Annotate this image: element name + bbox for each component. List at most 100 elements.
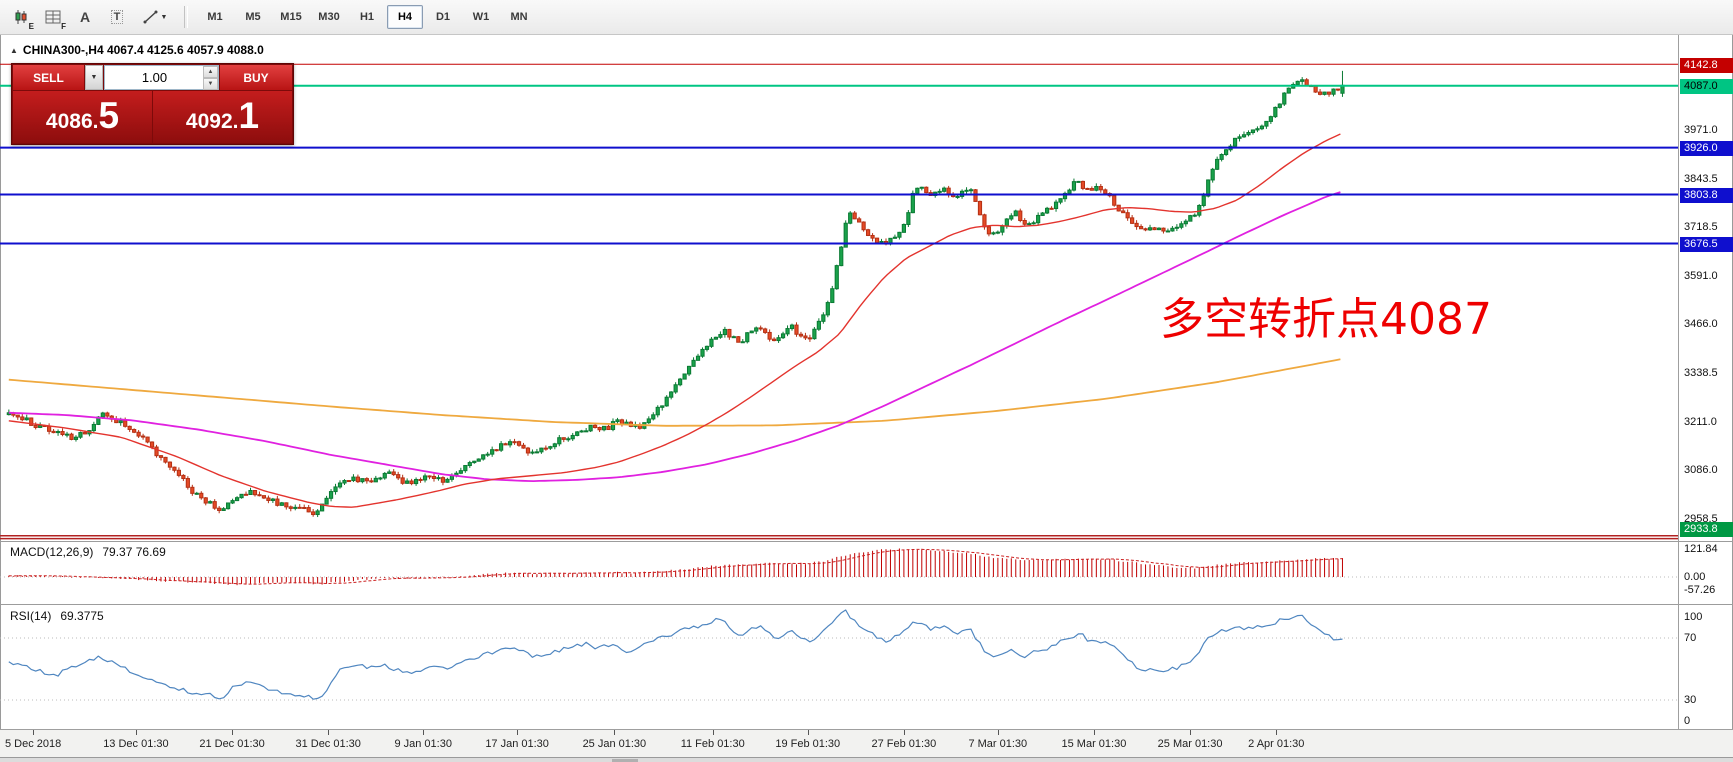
- volume-increase-button[interactable]: ▲: [203, 66, 218, 78]
- macd-name: MACD(12,26,9): [10, 545, 94, 559]
- time-axis-tick: [1276, 730, 1278, 735]
- dropdown-caret-icon: ▼: [160, 13, 168, 21]
- macd-axis-label: 0.00: [1684, 570, 1706, 583]
- time-axis-tick: [614, 730, 616, 735]
- date-axis-label: 25 Mar 01:30: [1157, 738, 1223, 750]
- date-axis-label: 15 Mar 01:30: [1061, 738, 1127, 750]
- price-axis-label: 3971.0: [1684, 123, 1718, 136]
- chart-ohlc-header: ▲ CHINA300-,H4 4067.4 4125.6 4057.9 4088…: [10, 43, 264, 57]
- sell-price-button[interactable]: 4086.5: [13, 91, 152, 143]
- date-axis-label: 13 Dec 01:30: [103, 738, 169, 750]
- date-axis-label: 9 Jan 01:30: [394, 738, 452, 750]
- price-axis-label: 2958.5: [1684, 512, 1718, 525]
- time-axis-tick: [33, 730, 35, 735]
- icon-sub-label-e: E: [28, 22, 34, 31]
- trade-panel-price-row: 4086.5 4092.1: [13, 91, 292, 143]
- price-line-badge-4087.0: 4087.0: [1680, 79, 1733, 95]
- chart-annotation-text: 多空转折点4087: [1160, 294, 1492, 345]
- volume-input[interactable]: [105, 66, 218, 89]
- price-axis[interactable]: 3971.0 3843.5 3718.5 3591.0 3466.0 3338.5 3211…: [1678, 35, 1733, 729]
- date-axis-label: 17 Jan 01:30: [485, 738, 549, 750]
- timeframe-button-m5[interactable]: M5: [245, 11, 261, 23]
- toolbar: E F A T ▼ M1 M5 M15 M30 H1 H4 D1 W1 MN: [0, 0, 1733, 35]
- trade-panel-top-row: SELL ▼ ▲ ▼ BUY: [13, 65, 292, 90]
- price-axis-label: 3466.0: [1684, 317, 1718, 330]
- timeframe-button-h1[interactable]: H1: [359, 11, 375, 23]
- timeframe-button-h4[interactable]: H4: [387, 5, 423, 29]
- buy-price-button[interactable]: 4092.1: [153, 91, 292, 143]
- timeframe-button-mn[interactable]: MN: [510, 11, 528, 23]
- macd-axis-label: 121.84: [1684, 542, 1718, 555]
- price-axis-label: 3211.0: [1684, 415, 1717, 428]
- horizontal-lines-layer: [0, 63, 1678, 540]
- time-axis[interactable]: 5 Dec 2018 13 Dec 01:30 21 Dec 01:30 31 Dec…: [0, 729, 1733, 757]
- bid-price-main: 4086.: [45, 110, 99, 133]
- buy-button[interactable]: BUY: [220, 65, 292, 90]
- timeframe-button-m15[interactable]: M15: [280, 11, 302, 23]
- time-axis-tick: [712, 730, 714, 735]
- timeframe-button-d1[interactable]: D1: [435, 11, 451, 23]
- rsi-indicator-label: RSI(14) 69.3775: [10, 609, 104, 623]
- draw-tool-icon: [143, 10, 158, 24]
- time-axis-tick: [1093, 730, 1095, 735]
- ask-price-main: 4092.: [185, 110, 239, 133]
- time-axis-tick: [903, 730, 905, 735]
- time-axis-tick: [135, 730, 137, 735]
- date-axis-label: 2 Apr 01:30: [1248, 738, 1305, 750]
- price-line-badge-3803.8: 3803.8: [1680, 188, 1733, 204]
- collapse-panel-icon[interactable]: ▲: [10, 45, 18, 55]
- volume-spinner: ▲ ▼: [203, 66, 218, 90]
- timeframe-button-m1[interactable]: M1: [207, 11, 223, 23]
- time-axis-tick: [807, 730, 809, 735]
- macd-axis-label: -57.26: [1684, 583, 1716, 596]
- ask-price-big-digit: 1: [238, 95, 260, 136]
- rsi-axis-label: 0: [1684, 714, 1691, 727]
- grid-icon: [45, 10, 61, 24]
- rsi-axis-label: 30: [1684, 693, 1697, 706]
- price-line-badge-3676.5: 3676.5: [1680, 236, 1733, 252]
- indicator-list-button[interactable]: F: [38, 3, 68, 31]
- candlestick-chart-button[interactable]: E: [6, 3, 36, 31]
- macd-layer: [0, 548, 1678, 586]
- text-box-button[interactable]: T: [102, 3, 132, 31]
- sell-button[interactable]: SELL: [13, 65, 84, 90]
- macd-indicator-label: MACD(12,26,9) 79.37 76.69: [10, 545, 166, 559]
- date-axis-label: 7 Mar 01:30: [968, 738, 1028, 750]
- price-axis-label: 3718.5: [1684, 220, 1718, 233]
- rsi-name: RSI(14): [10, 609, 52, 623]
- draw-tool-button[interactable]: ▼: [134, 3, 176, 31]
- time-axis-tick: [232, 730, 234, 735]
- timeframe-button-w1[interactable]: W1: [472, 11, 490, 23]
- rsi-axis-label: 70: [1684, 631, 1697, 644]
- price-axis-label: 3591.0: [1684, 269, 1718, 282]
- text-label-button[interactable]: A: [70, 3, 100, 31]
- time-axis-tick: [423, 730, 425, 735]
- letter-t-icon: T: [110, 10, 124, 24]
- volume-decrease-button[interactable]: ▼: [203, 78, 218, 90]
- date-axis-label: 25 Jan 01:30: [582, 738, 647, 750]
- rsi-value: 69.3775: [60, 609, 104, 623]
- moving-averages-layer: [8, 133, 1341, 508]
- bid-price-big-digit: 5: [98, 95, 120, 136]
- trade-options-caret-button[interactable]: ▼: [85, 65, 103, 90]
- macd-values: 79.37 76.69: [102, 545, 166, 559]
- one-click-trade-panel: SELL ▼ ▲ ▼ BUY 4086.5 4092.1: [11, 63, 294, 145]
- price-axis-label: 3843.5: [1684, 172, 1718, 185]
- time-axis-tick: [997, 730, 999, 735]
- date-axis-label: 5 Dec 2018: [5, 738, 62, 750]
- price-line-badge-3926.0: 3926.0: [1680, 141, 1733, 157]
- timeframe-button-m30[interactable]: M30: [318, 11, 340, 23]
- date-axis-label: 27 Feb 01:30: [871, 738, 937, 750]
- window-bottom-edge: [0, 757, 1733, 762]
- symbol-ohlc-text: CHINA300-,H4 4067.4 4125.6 4057.9 4088.0: [22, 43, 264, 57]
- resize-grip[interactable]: [612, 759, 638, 762]
- price-axis-label: 3338.5: [1684, 366, 1718, 379]
- toolbar-separator: [184, 6, 188, 28]
- time-axis-tick: [1190, 730, 1192, 735]
- time-axis-tick: [328, 730, 330, 735]
- date-axis-label: 11 Feb 01:30: [680, 738, 745, 750]
- panel-separators: [0, 541, 1733, 605]
- price-axis-label: 3086.0: [1684, 463, 1718, 476]
- rsi-axis-label: 100: [1684, 610, 1703, 623]
